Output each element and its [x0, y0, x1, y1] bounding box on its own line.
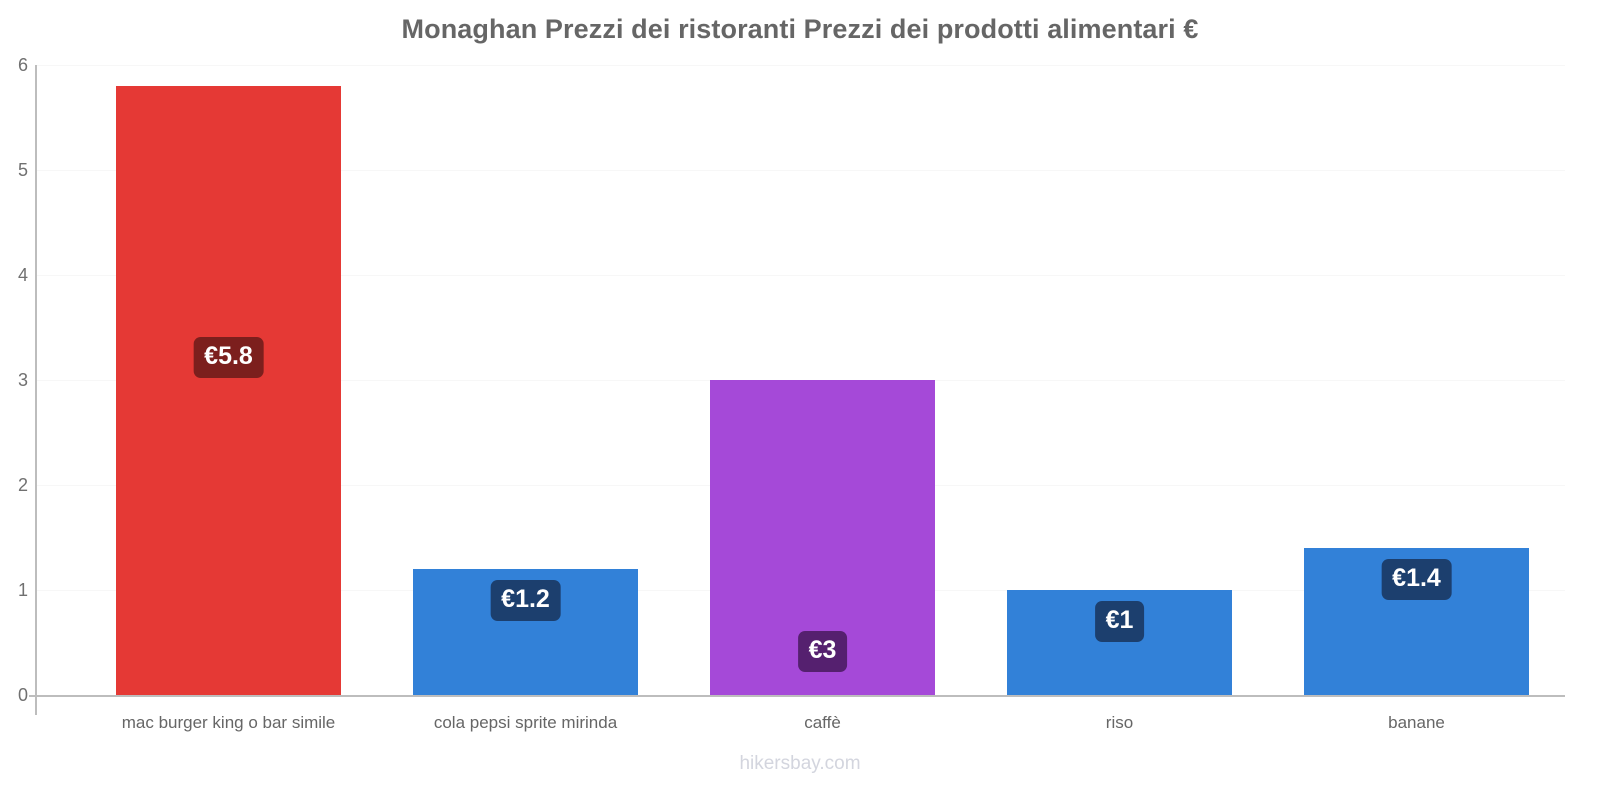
bar-value-badge: €5.8: [193, 337, 264, 378]
y-axis-line: [35, 65, 37, 696]
gridline-6: [35, 65, 1565, 66]
x-tick-label: mac burger king o bar simile: [121, 713, 336, 732]
y-tick-label-1: 1: [17, 580, 28, 600]
y-tick-label-4: 4: [17, 265, 28, 285]
bar-value-badge: €3: [797, 631, 848, 672]
x-tick-label: riso: [1105, 713, 1134, 732]
page-title: Monaghan Prezzi dei ristoranti Prezzi de…: [401, 14, 1199, 44]
x-axis-line: [35, 695, 1565, 697]
y-axis-tick-labels: 0 1 2 3 4 5 6: [0, 0, 28, 800]
y-axis-zero-tick-vertical: [35, 689, 37, 715]
y-tick-label-6: 6: [17, 55, 28, 75]
y-tick-label-2: 2: [17, 475, 28, 495]
bar-column[interactable]: €1.4: [1304, 65, 1529, 695]
gridline-5: [35, 170, 1565, 171]
x-tick-label: cola pepsi sprite mirinda: [433, 713, 618, 732]
bar-value-badge: €1: [1094, 601, 1145, 642]
bar-value-badge: €1.2: [490, 580, 561, 621]
y-tick-label-5: 5: [17, 160, 28, 180]
y-tick-label-0: 0: [17, 685, 28, 705]
bar-column[interactable]: €1.2: [413, 65, 638, 695]
gridline-4: [35, 275, 1565, 276]
source-watermark: hikersbay.com: [739, 753, 861, 774]
x-tick-label: caffè: [804, 713, 841, 732]
bar-column[interactable]: €1: [1007, 65, 1232, 695]
bar-column[interactable]: €3: [710, 65, 935, 695]
x-tick-label: banane: [1388, 713, 1445, 732]
bar-column[interactable]: €5.8: [116, 65, 341, 695]
y-tick-label-3: 3: [17, 370, 28, 390]
bar-rect[interactable]: [116, 86, 341, 695]
bar-value-badge: €1.4: [1381, 559, 1452, 600]
